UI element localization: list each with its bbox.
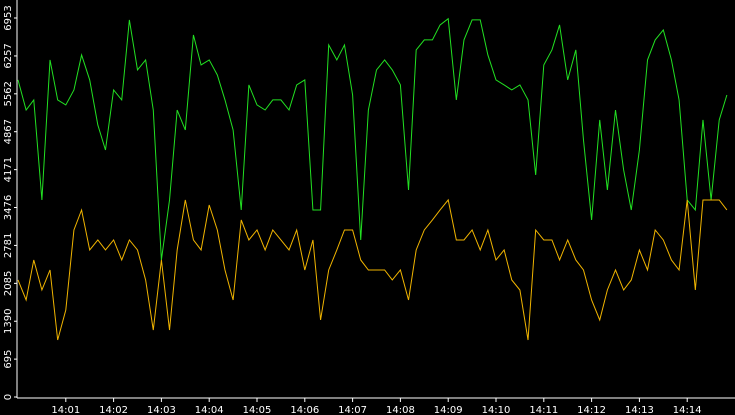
y-tick-label: 6953 xyxy=(3,5,14,30)
x-tick-label: 14:01 xyxy=(51,405,80,415)
y-tick-label: 1390 xyxy=(3,309,14,334)
x-tick-label: 14:12 xyxy=(577,405,606,415)
line xyxy=(17,17,728,261)
y-tick-label: 6257 xyxy=(3,43,14,68)
x-tick-label: 14:04 xyxy=(195,405,224,415)
y-tick-label: 4867 xyxy=(3,119,14,144)
x-tick-label: 14:09 xyxy=(434,405,463,415)
y-tick-label: 4171 xyxy=(3,157,14,182)
x-tick-label: 14:05 xyxy=(243,405,272,415)
y-tick-label: 2085 xyxy=(3,271,14,296)
x-tick-label: 14:03 xyxy=(147,405,176,415)
y-tick-label: 695 xyxy=(3,350,14,369)
x-tick-label: 14:07 xyxy=(338,405,367,415)
y-tick-label: 3476 xyxy=(3,195,14,220)
x-tick-label: 14:02 xyxy=(99,405,128,415)
x-tick-label: 14:06 xyxy=(290,405,319,415)
y-tick-label: 2781 xyxy=(3,233,14,258)
x-tick-label: 14:08 xyxy=(386,405,415,415)
x-tick-label: 14:13 xyxy=(625,405,654,415)
y-tick-label: 0 xyxy=(3,394,14,400)
x-tick-label: 14:11 xyxy=(529,405,558,415)
x-tick-label: 14:14 xyxy=(673,405,702,415)
y-tick-label: 5562 xyxy=(3,81,14,106)
line xyxy=(17,198,728,341)
x-tick-label: 14:10 xyxy=(482,405,511,415)
